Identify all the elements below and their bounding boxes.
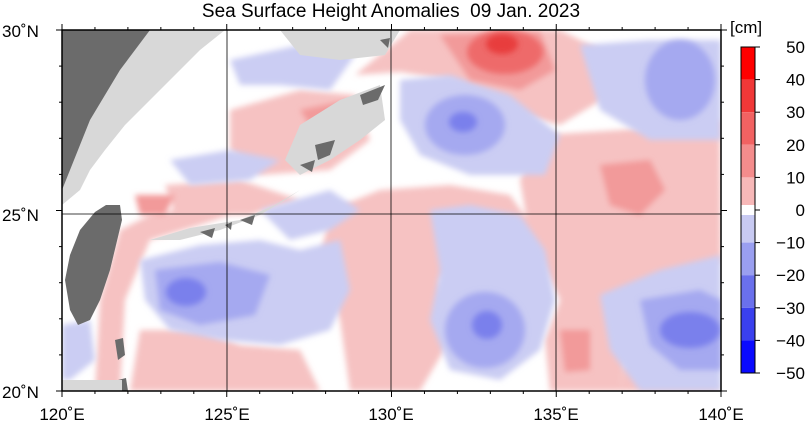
colorbar-swatch bbox=[741, 112, 755, 145]
colorbar-swatch bbox=[741, 340, 755, 373]
colorbar-tick-label: −20 bbox=[776, 266, 805, 285]
colorbar-swatch bbox=[741, 79, 755, 113]
colorbar-tick-label: 40 bbox=[786, 71, 805, 90]
lat-label-20n: 20˚N bbox=[2, 383, 39, 402]
colorbar-tick-label: −10 bbox=[776, 234, 805, 253]
colorbar-swatch bbox=[741, 275, 755, 308]
taiwan-island bbox=[65, 205, 122, 325]
colorbar-tick-label: 10 bbox=[786, 168, 805, 187]
colorbar-tick-label: 30 bbox=[786, 103, 805, 122]
colorbar-tick-label: 0 bbox=[796, 201, 805, 220]
lon-label-130e: 130˚E bbox=[368, 405, 413, 424]
colorbar-tick-label: −40 bbox=[776, 331, 805, 350]
colorbar: 50 40 30 20 10 0 −10 −20 −30 −40 −50 bbox=[740, 38, 805, 383]
lon-label-125e: 125˚E bbox=[204, 405, 249, 424]
axis-ticks bbox=[56, 24, 727, 397]
colorbar-tick-label: −50 bbox=[776, 364, 805, 383]
lat-label-30n: 30˚N bbox=[2, 22, 39, 41]
colorbar-tick-label: −30 bbox=[776, 299, 805, 318]
colorbar-zero-band bbox=[741, 205, 755, 215]
colorbar-tick-label: 20 bbox=[786, 136, 805, 155]
grid-lines bbox=[62, 30, 721, 391]
colorbar-swatch bbox=[741, 47, 755, 80]
lon-label-135e: 135˚E bbox=[533, 405, 578, 424]
colorbar-tick-label: 50 bbox=[786, 38, 805, 57]
china-coast bbox=[62, 30, 150, 190]
lon-label-120e: 120˚E bbox=[39, 405, 84, 424]
map-title: Sea Surface Height Anomalies 09 Jan. 202… bbox=[201, 1, 581, 22]
colorbar-unit: [cm] bbox=[730, 18, 763, 37]
lon-label-140e: 140˚E bbox=[698, 405, 743, 424]
colorbar-swatch bbox=[741, 307, 755, 341]
colorbar-swatch bbox=[741, 177, 755, 210]
colorbar-swatch bbox=[741, 144, 755, 178]
colorbar-swatch bbox=[741, 210, 755, 243]
lat-label-25n: 25˚N bbox=[2, 206, 39, 225]
colorbar-swatch bbox=[741, 242, 755, 276]
anomaly-field bbox=[62, 30, 721, 391]
